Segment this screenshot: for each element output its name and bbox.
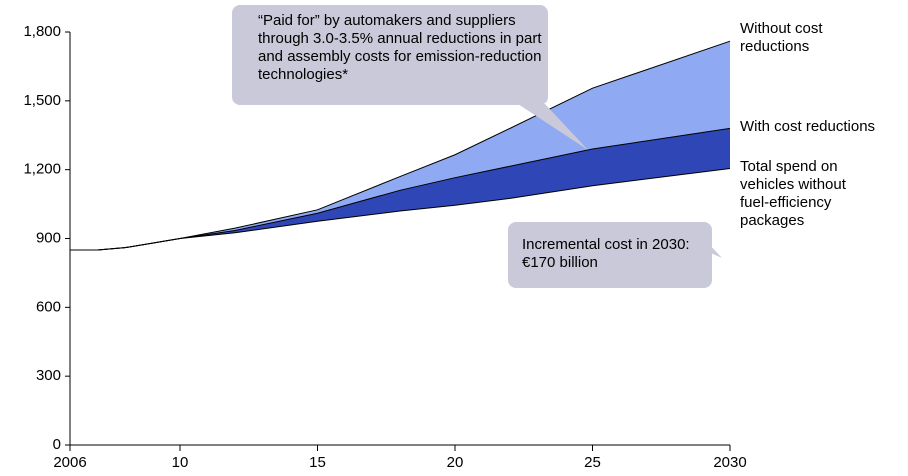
y-tick-label: 1,200 [23, 161, 61, 178]
y-tick-label: 1,500 [23, 92, 61, 109]
series-label: Total spend on vehicles without fuel-eff… [740, 158, 846, 229]
annotation: Incremental cost in 2030: €170 billion [522, 236, 690, 271]
y-tick-label: 1,800 [23, 23, 61, 40]
x-tick-label: 10 [172, 454, 189, 471]
x-tick-label: 15 [309, 454, 326, 471]
y-tick-label: 0 [53, 436, 61, 453]
annotation: “Paid for” by automakers and suppliers t… [258, 12, 542, 83]
x-tick-label: 20 [447, 454, 464, 471]
x-tick-label: 25 [584, 454, 601, 471]
y-tick-label: 600 [36, 298, 61, 315]
line [70, 168, 731, 251]
y-tick-label: 300 [36, 367, 61, 384]
x-tick-label: 2030 [713, 454, 746, 471]
series-label: Without cost reductions [740, 20, 823, 55]
callout-pointer [518, 104, 588, 150]
series-label: With cost reductions [740, 118, 876, 135]
callout-box [508, 222, 712, 288]
y-tick-label: 900 [36, 229, 61, 246]
x-tick-label: 2006 [53, 454, 86, 471]
callout-box [232, 5, 548, 105]
